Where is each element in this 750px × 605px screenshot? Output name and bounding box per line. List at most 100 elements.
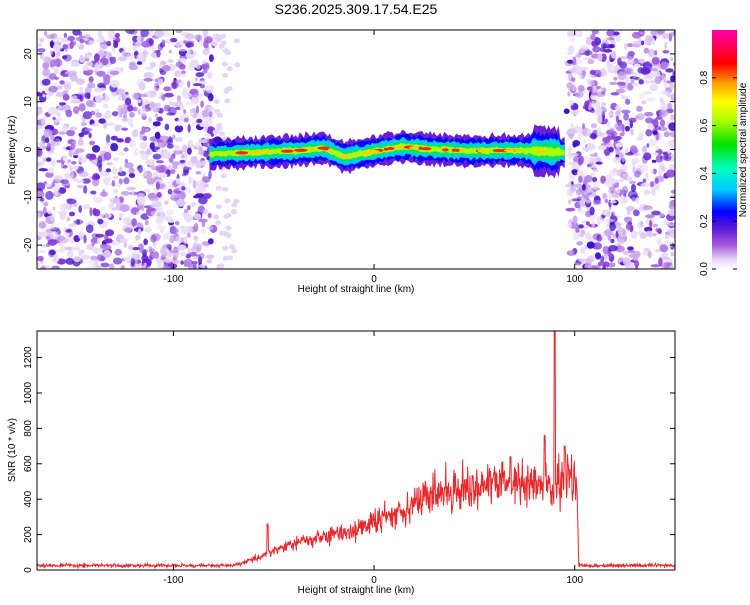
noise-blob (151, 200, 157, 205)
noise-blob (222, 255, 229, 261)
snr-x-ticks: -100 0 100 (163, 331, 583, 586)
noise-blob (586, 36, 591, 46)
noise-blob (103, 249, 112, 258)
x-tick-label: 0 (371, 274, 377, 285)
noise-blob (69, 40, 74, 49)
noise-blob (154, 82, 160, 92)
noise-blob (646, 97, 656, 102)
noise-blob (46, 34, 55, 39)
noise-blob (83, 185, 88, 194)
noise-blob (196, 118, 203, 124)
signal-hotspot (340, 154, 350, 158)
noise-blob (179, 191, 186, 200)
y-tick-label: 800 (23, 420, 34, 437)
noise-blob (73, 151, 80, 155)
y-tick-label: 600 (23, 455, 34, 472)
noise-blob (592, 46, 601, 53)
noise-blob (177, 48, 188, 52)
noise-blob (578, 233, 585, 238)
noise-blob (598, 261, 603, 267)
noise-blob (668, 203, 675, 210)
signal-hotspot (310, 147, 316, 151)
noise-blob (81, 178, 91, 184)
noise-blob (45, 171, 54, 178)
noise-blob (212, 129, 219, 135)
noise-blob (37, 255, 44, 262)
noise-blob (223, 214, 230, 220)
noise-blob (591, 100, 596, 108)
noise-blob (608, 245, 618, 252)
colorbar-tick-label: 0.2 (699, 214, 710, 228)
noise-blob (654, 125, 662, 131)
noise-blob (119, 204, 130, 213)
noise-blob (194, 34, 203, 41)
spectrogram-y-axis-label: Frequency (Hz) (7, 116, 18, 185)
noise-blob (631, 83, 640, 87)
noise-blob (195, 105, 200, 114)
noise-blob (638, 132, 644, 141)
noise-blob (608, 206, 612, 210)
noise-blob (193, 222, 199, 232)
noise-blob (223, 88, 230, 94)
noise-blob (59, 242, 63, 247)
noise-blob (648, 139, 658, 147)
noise-blob (635, 264, 639, 269)
noise-blob (645, 172, 649, 181)
noise-blob (603, 252, 608, 261)
noise-blob (135, 234, 141, 241)
noise-blob (181, 70, 186, 75)
noise-blob (41, 265, 46, 269)
noise-blob (222, 186, 229, 192)
noise-blob (643, 91, 653, 95)
noise-blob (108, 202, 115, 209)
noise-blob (104, 51, 112, 58)
noise-blob (650, 181, 655, 188)
noise-blob (650, 264, 661, 268)
noise-blob (190, 88, 199, 98)
noise-blob (43, 129, 53, 137)
noise-blob (651, 187, 656, 196)
noise-blob (56, 65, 61, 74)
noise-blob (175, 235, 184, 244)
noise-blob (651, 56, 660, 65)
noise-blob (195, 243, 202, 252)
noise-blob (153, 146, 160, 150)
noise-blob (198, 139, 208, 143)
noise-blob (79, 55, 85, 63)
noise-blob (47, 209, 52, 215)
noise-blob (159, 172, 168, 178)
noise-blob (579, 199, 587, 208)
noise-blob (224, 198, 231, 204)
noise-blob (631, 31, 642, 39)
noise-blob (660, 61, 668, 70)
signal-hotspot (281, 149, 291, 153)
noise-blob (47, 106, 58, 116)
colorbar: 0.0 0.2 0.4 0.6 0.8 Normalized spectral ampl… (699, 30, 749, 276)
noise-blob (130, 251, 139, 260)
noise-blob (152, 121, 161, 127)
noise-blob (597, 115, 603, 124)
noise-blob (96, 237, 101, 244)
noise-blob (156, 192, 162, 198)
noise-blob (134, 265, 142, 269)
noise-blob (168, 100, 173, 107)
noise-blob (181, 144, 188, 153)
noise-blob (176, 136, 183, 143)
noise-blob (158, 142, 163, 148)
signal-splotch (586, 241, 595, 249)
noise-blob (56, 111, 62, 118)
noise-blob (53, 175, 64, 181)
noise-blob (95, 62, 99, 71)
noise-blob (608, 68, 614, 74)
noise-blob (89, 207, 93, 217)
noise-blob (137, 108, 142, 115)
signal-hotspot (322, 147, 329, 151)
noise-blob (605, 194, 612, 199)
colorbar-tick-label: 0.8 (699, 70, 710, 84)
noise-blob (226, 66, 233, 72)
noise-blob (78, 103, 86, 112)
noise-blob (198, 160, 209, 164)
noise-blob (631, 196, 636, 202)
noise-blob (582, 105, 586, 110)
noise-blob (76, 219, 80, 225)
